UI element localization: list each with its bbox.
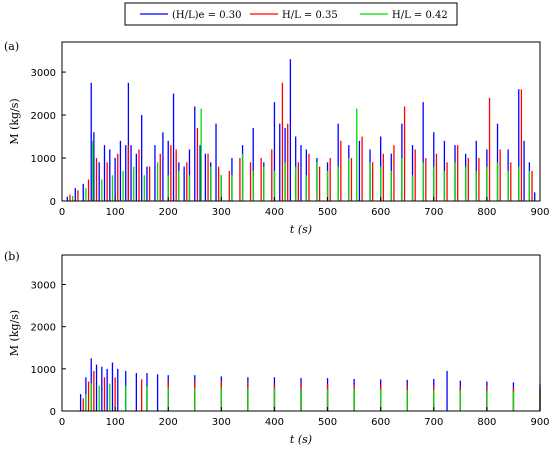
xlabel-b: t (s) — [290, 433, 312, 446]
xtick-label-b-4: 400 — [265, 417, 284, 428]
ytick-label-b-3: 3000 — [31, 281, 56, 292]
legend-label-1: (H/L)e = 0.30 — [172, 10, 241, 21]
series-a-2 — [69, 82, 533, 201]
ytick-label-b-1: 1000 — [31, 365, 56, 376]
plot-frame-a — [61, 41, 541, 202]
panel-a: (a) 0 100 200 300 400 500 600 700 800 900 0 1000 200… — [4, 40, 550, 236]
panel-label-b: (b) — [4, 250, 20, 263]
xtick-label-a-5: 500 — [318, 207, 337, 218]
xtick-label-a-7: 700 — [424, 207, 443, 218]
xtick-label-b-5: 500 — [318, 417, 337, 428]
xtick-label-a-9: 900 — [530, 207, 549, 218]
ytick-label-a-2: 2000 — [31, 111, 56, 122]
xtick-label-a-3: 300 — [212, 207, 231, 218]
xtick-label-b-6: 600 — [371, 417, 390, 428]
xtick-label-a-2: 200 — [159, 207, 178, 218]
xlabel-a: t (s) — [290, 223, 312, 236]
ytick-label-b-2: 2000 — [31, 323, 56, 334]
xtick-label-b-3: 300 — [212, 417, 231, 428]
xtick-label-a-4: 400 — [265, 207, 284, 218]
ytick-label-a-0: 0 — [50, 197, 56, 208]
xtick-label-b-9: 900 — [530, 417, 549, 428]
xtick-label-b-8: 800 — [477, 417, 496, 428]
xtick-label-b-7: 700 — [424, 417, 443, 428]
series-a-3 — [71, 108, 531, 201]
xtick-label-a-0: 0 — [59, 207, 65, 218]
xtick-label-b-0: 0 — [59, 417, 65, 428]
legend-label-2: H/L = 0.35 — [282, 10, 338, 21]
ytick-label-b-0: 0 — [50, 407, 56, 418]
panel-b: (b) 0 100 200 300 400 500 600 700 800 900 0 1000 200… — [4, 250, 550, 446]
xtick-label-a-6: 600 — [371, 207, 390, 218]
panel-label-a: (a) — [4, 40, 19, 53]
ylabel-a: M (kg/s) — [8, 98, 21, 144]
series-b-1 — [79, 358, 541, 411]
plot-frame-b — [61, 254, 541, 412]
ytick-label-a-3: 3000 — [31, 68, 56, 79]
xtick-label-b-1: 100 — [106, 417, 125, 428]
xtick-label-a-1: 100 — [106, 207, 125, 218]
xtick-label-a-8: 800 — [477, 207, 496, 218]
ytick-label-a-1: 1000 — [31, 154, 56, 165]
series-b-2 — [82, 370, 541, 411]
legend: (H/L)e = 0.30 H/L = 0.35 H/L = 0.42 — [124, 2, 458, 26]
legend-label-3: H/L = 0.42 — [392, 10, 448, 21]
legend-box — [124, 2, 458, 26]
ylabel-b: M (kg/s) — [8, 310, 21, 356]
xtick-label-b-2: 200 — [159, 417, 178, 428]
series-a-1 — [66, 59, 536, 201]
series-b-3 — [85, 383, 541, 411]
